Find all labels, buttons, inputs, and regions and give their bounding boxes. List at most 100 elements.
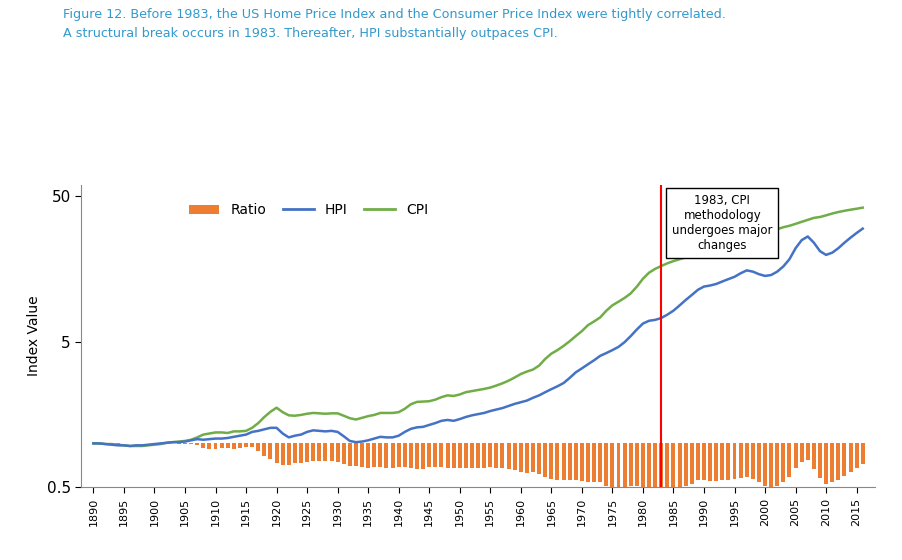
Bar xyxy=(476,444,480,468)
HPI xyxy=(88,440,99,447)
Bar xyxy=(836,444,841,480)
Bar xyxy=(421,444,425,469)
Bar xyxy=(671,444,676,492)
Bar xyxy=(226,444,230,448)
Bar xyxy=(439,444,444,467)
Bar xyxy=(842,444,846,475)
Bar xyxy=(287,444,290,465)
Bar xyxy=(366,444,370,468)
Bar xyxy=(702,444,706,480)
CPI xyxy=(124,442,135,449)
Legend: Ratio, HPI, CPI: Ratio, HPI, CPI xyxy=(183,198,434,223)
HPI xyxy=(124,442,135,449)
Bar xyxy=(391,444,394,468)
Bar xyxy=(604,444,608,486)
Bar xyxy=(714,444,718,481)
Bar xyxy=(616,444,621,488)
Bar xyxy=(403,444,407,467)
Bar xyxy=(745,444,749,477)
Bar xyxy=(800,444,804,461)
Text: Figure 12. Before 1983, the US Home Price Index and the Consumer Price Index wer: Figure 12. Before 1983, the US Home Pric… xyxy=(63,8,726,40)
Bar xyxy=(262,444,266,456)
Bar xyxy=(512,444,517,470)
Bar xyxy=(470,444,474,468)
Bar xyxy=(494,444,499,468)
Bar xyxy=(586,444,590,482)
Bar xyxy=(812,444,816,469)
Bar xyxy=(556,444,559,480)
Bar xyxy=(457,444,462,468)
Bar xyxy=(250,444,254,447)
Bar xyxy=(146,443,151,444)
Bar xyxy=(329,444,334,461)
Bar xyxy=(409,444,413,468)
Bar xyxy=(318,444,321,461)
Bar xyxy=(446,444,449,468)
Bar xyxy=(159,443,162,444)
Bar xyxy=(354,444,358,466)
Bar xyxy=(750,444,755,479)
Bar xyxy=(732,444,737,479)
Bar xyxy=(373,444,376,467)
Bar xyxy=(207,444,211,449)
Bar xyxy=(195,444,199,445)
CPI xyxy=(131,442,142,449)
Bar xyxy=(311,444,315,461)
Bar xyxy=(781,444,786,482)
Bar xyxy=(214,444,217,449)
Bar xyxy=(549,444,553,479)
Bar xyxy=(324,444,327,461)
Bar xyxy=(378,444,382,467)
Bar xyxy=(726,444,731,480)
Bar xyxy=(854,444,859,468)
Bar xyxy=(739,444,742,478)
Bar xyxy=(397,444,400,467)
Text: 1983, CPI
methodology
undergoes major
changes: 1983, CPI methodology undergoes major ch… xyxy=(672,194,772,252)
Bar xyxy=(531,444,535,472)
Bar xyxy=(293,444,297,463)
CPI xyxy=(808,214,819,221)
Bar xyxy=(519,444,523,472)
Bar xyxy=(641,444,645,488)
Bar xyxy=(140,443,144,444)
Bar xyxy=(305,444,309,461)
Line: HPI: HPI xyxy=(94,228,862,446)
Bar xyxy=(818,444,822,478)
Bar xyxy=(567,444,572,480)
CPI xyxy=(741,234,752,241)
Bar xyxy=(690,444,694,483)
Bar xyxy=(622,444,627,487)
Bar xyxy=(849,444,852,472)
Bar xyxy=(695,444,700,480)
HPI xyxy=(741,267,752,274)
HPI xyxy=(539,389,550,395)
Bar xyxy=(653,444,658,494)
Bar xyxy=(677,444,682,490)
Bar xyxy=(269,444,272,459)
Bar xyxy=(464,444,468,468)
Bar xyxy=(299,444,303,463)
CPI xyxy=(583,322,594,329)
Bar xyxy=(238,444,242,448)
Bar xyxy=(336,444,340,461)
Bar xyxy=(769,444,773,487)
Bar xyxy=(342,444,345,464)
Bar xyxy=(219,444,224,448)
Y-axis label: Index Value: Index Value xyxy=(27,296,41,376)
Bar xyxy=(763,444,767,486)
Bar xyxy=(232,444,235,449)
Bar xyxy=(787,444,791,477)
Bar xyxy=(830,444,834,482)
Bar xyxy=(433,444,437,467)
Bar xyxy=(537,444,541,474)
Bar xyxy=(757,444,761,482)
Bar xyxy=(256,444,261,451)
Bar xyxy=(525,444,529,473)
Bar xyxy=(152,443,156,444)
Bar xyxy=(659,444,663,495)
Bar xyxy=(794,444,797,468)
HPI xyxy=(857,225,868,232)
Bar xyxy=(244,444,248,447)
Bar xyxy=(684,444,687,486)
Bar xyxy=(598,444,603,482)
